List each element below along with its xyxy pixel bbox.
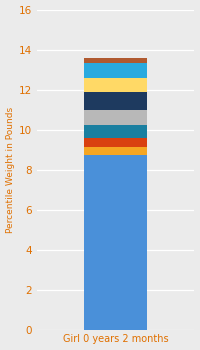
Bar bbox=[84, 92, 147, 110]
Bar bbox=[84, 78, 147, 92]
Bar bbox=[84, 110, 147, 125]
Bar bbox=[84, 57, 147, 63]
Bar bbox=[84, 125, 147, 138]
Y-axis label: Percentile Weight in Pounds: Percentile Weight in Pounds bbox=[6, 106, 15, 233]
Bar bbox=[84, 138, 147, 147]
Bar bbox=[84, 63, 147, 78]
Bar bbox=[84, 155, 147, 330]
Bar bbox=[84, 147, 147, 155]
